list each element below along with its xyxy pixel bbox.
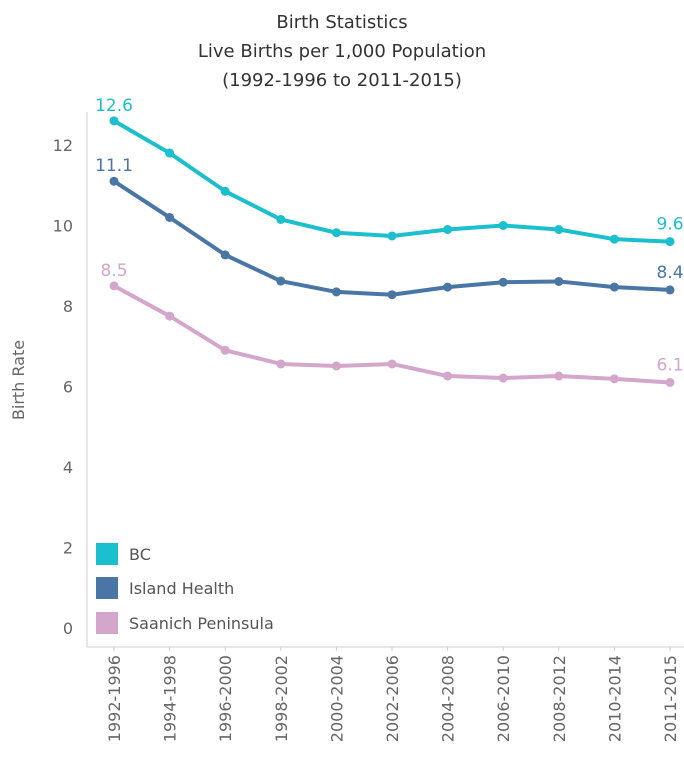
data-label-first: 11.1 <box>95 156 133 176</box>
data-point <box>443 225 453 235</box>
y-tick-label: 10 <box>53 217 73 236</box>
data-label-last: 8.4 <box>656 263 683 283</box>
data-point <box>331 228 341 238</box>
legend-swatch <box>96 612 118 634</box>
data-point <box>109 176 119 186</box>
x-tick-label: 2010-2014 <box>605 655 624 742</box>
data-point <box>276 359 286 369</box>
data-point <box>554 371 564 381</box>
y-tick-label: 4 <box>63 458 73 477</box>
chart-title: Birth Statistics Live Births per 1,000 P… <box>0 8 684 95</box>
data-point <box>165 212 175 222</box>
data-point <box>498 221 508 230</box>
data-label-last: 9.6 <box>656 215 683 235</box>
data-point <box>331 287 341 297</box>
data-point <box>498 277 508 287</box>
data-point <box>609 374 619 384</box>
data-point <box>609 234 619 244</box>
data-point <box>109 116 119 126</box>
chart-subtitle-range: (1992-1996 to 2011-2015) <box>222 70 462 91</box>
data-point <box>220 186 230 196</box>
x-tick-label: 1992-1996 <box>105 655 124 742</box>
data-label-first: 12.6 <box>95 96 133 116</box>
data-point <box>220 250 230 260</box>
data-point <box>665 285 675 295</box>
x-tick-label: 2011-2015 <box>661 655 680 742</box>
y-tick-label: 0 <box>63 619 73 638</box>
y-tick-label: 8 <box>63 297 73 316</box>
data-point <box>554 276 564 286</box>
data-point <box>498 373 508 383</box>
legend-swatch <box>96 543 118 565</box>
data-point <box>109 281 119 291</box>
y-axis-title: Birth Rate <box>9 340 28 420</box>
x-tick-label: 2008-2012 <box>550 655 569 742</box>
y-tick-label: 12 <box>53 136 73 155</box>
x-tick-label: 1996-2000 <box>216 655 235 742</box>
series-line-0 <box>112 118 672 244</box>
x-tick-label: 2002-2006 <box>383 655 402 742</box>
data-point <box>554 225 564 235</box>
chart-title-line: Birth Statistics <box>276 12 408 33</box>
legend-label: Island Health <box>129 579 234 598</box>
data-point <box>165 311 175 321</box>
data-point <box>443 282 453 292</box>
data-point <box>665 237 675 247</box>
legend-label: Saanich Peninsula <box>129 614 274 633</box>
x-tick-label: 1994-1998 <box>161 655 180 742</box>
x-tick-label: 2006-2010 <box>494 655 513 742</box>
x-tick-label: 2000-2004 <box>327 655 346 742</box>
x-tick-label: 2004-2008 <box>439 655 458 742</box>
data-point <box>387 231 397 241</box>
data-point <box>331 361 341 371</box>
data-point <box>609 282 619 292</box>
data-point <box>387 290 397 300</box>
y-tick-label: 6 <box>63 378 73 397</box>
data-label-last: 6.1 <box>656 355 683 375</box>
y-tick-label: 2 <box>63 539 73 558</box>
data-point <box>387 359 397 369</box>
data-point <box>276 276 286 286</box>
legend-label: BC <box>129 545 151 564</box>
data-point <box>165 148 175 158</box>
data-point <box>276 214 286 224</box>
legend-swatch <box>96 577 118 599</box>
data-label-first: 8.5 <box>100 261 127 281</box>
x-tick-label: 1998-2002 <box>272 655 291 742</box>
data-point <box>220 345 230 355</box>
data-point <box>443 371 453 381</box>
data-point <box>665 377 675 387</box>
chart-subtitle-line: Live Births per 1,000 Population <box>197 41 487 62</box>
